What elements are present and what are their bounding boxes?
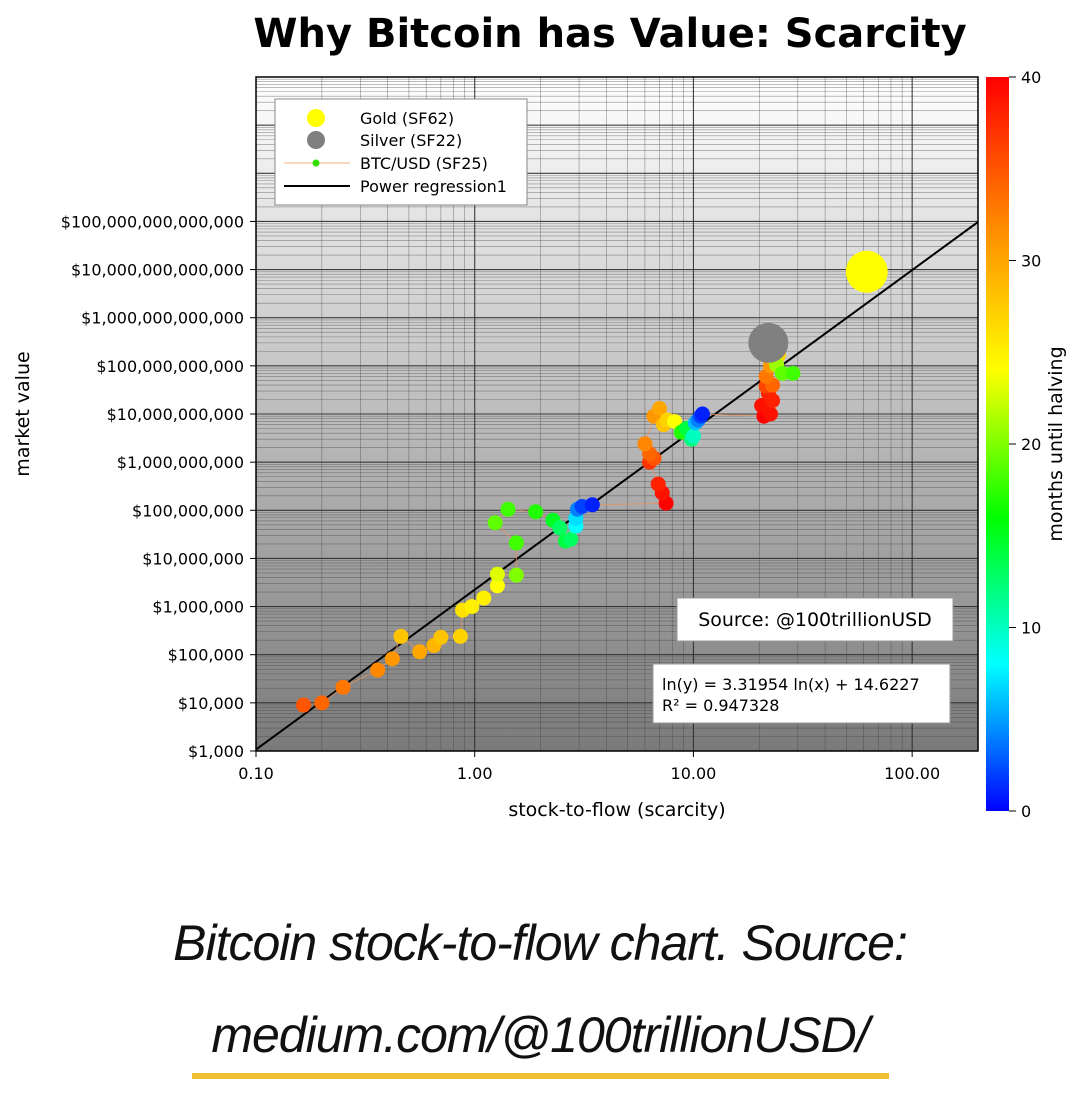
x-tick-label: 1.00 [457, 764, 493, 783]
gold-point [845, 250, 888, 293]
btc-data-point [652, 401, 668, 417]
y-tick-label: $100,000 [168, 646, 244, 665]
legend-gold-label: Gold (SF62) [360, 109, 454, 128]
y-axis-ticks: $1,000 $10,000 $100,000 $1,000,000 $10,000,0… [61, 212, 256, 761]
legend-silver-label: Silver (SF22) [360, 131, 462, 150]
btc-data-point [563, 531, 579, 547]
equation-text: ln(y) = 3.31954 ln(x) + 14.6227 [662, 675, 920, 694]
colorbar-tick-label: 20 [1021, 435, 1041, 454]
btc-data-point [528, 504, 544, 520]
btc-data-point [487, 515, 503, 531]
regression-line [256, 221, 978, 751]
btc-data-point [335, 679, 351, 695]
x-axis-ticks: 0.10 1.00 10.00 100.00 [238, 751, 940, 783]
r-squared-text: R² = 0.947328 [662, 696, 779, 715]
btc-data-point [785, 365, 801, 381]
btc-data-point [694, 406, 710, 422]
y-tick-label: $100,000,000,000 [96, 357, 244, 376]
regression-layer [256, 221, 978, 751]
btc-data-point [489, 566, 505, 582]
btc-data-point [489, 578, 505, 594]
colorbar-ticks: 0 10 20 30 40 [1009, 68, 1041, 821]
silver-point [748, 322, 789, 363]
btc-data-point [370, 662, 386, 678]
btc-data-point [508, 567, 524, 583]
colorbar-tick-label: 30 [1021, 252, 1041, 271]
colorbar-label: months until halving [1045, 346, 1067, 541]
colorbar-tick-label: 10 [1021, 619, 1041, 638]
btc-data-point [667, 413, 683, 429]
source-text: Source: @100trillionUSD [698, 609, 932, 631]
colorbar-tick-label: 40 [1021, 68, 1041, 87]
x-tick-label: 10.00 [671, 764, 717, 783]
y-tick-label: $10,000,000,000,000 [71, 261, 244, 280]
btc-data-point [508, 535, 524, 551]
btc-data-point [384, 651, 400, 667]
btc-data-point [412, 644, 428, 660]
source-annotation: Source: @100trillionUSD [676, 597, 954, 642]
equation-annotation: ln(y) = 3.31954 ln(x) + 14.6227 R² = 0.9… [652, 663, 951, 724]
legend-btc-marker [312, 159, 320, 167]
x-tick-label: 0.10 [238, 764, 274, 783]
y-tick-label: $100,000,000,000,000 [61, 212, 244, 231]
x-axis-label: stock-to-flow (scarcity) [508, 799, 725, 821]
btc-data-point [393, 628, 409, 644]
legend-btc-label: BTC/USD (SF25) [360, 154, 488, 173]
btc-data-point [685, 428, 701, 444]
legend-regression-label: Power regression1 [360, 177, 507, 196]
y-tick-label: $100,000,000 [132, 501, 244, 520]
chart-title: Why Bitcoin has Value: Scarcity [253, 11, 966, 57]
caption-line-2: medium.com/@100trillionUSD/ [211, 1007, 869, 1063]
y-tick-label: $10,000,000 [142, 549, 244, 568]
y-tick-label: $10,000 [178, 694, 244, 713]
btc-data-point [464, 599, 480, 615]
btc-data-point [500, 501, 516, 517]
legend-gold-marker [307, 109, 325, 127]
btc-data-point [296, 697, 312, 713]
y-tick-label: $1,000,000,000,000 [81, 309, 244, 328]
btc-data-point [774, 365, 790, 381]
legend-silver-marker [307, 131, 325, 149]
btc-data-point [650, 476, 666, 492]
caption-underline [192, 1073, 889, 1079]
colorbar-tick-label: 0 [1021, 802, 1031, 821]
y-tick-label: $10,000,000,000 [107, 405, 244, 424]
btc-data-point [552, 520, 568, 536]
btc-data-point [637, 436, 653, 452]
legend: Gold (SF62) Silver (SF22) BTC/USD (SF25)… [274, 98, 528, 206]
caption-line-1: Bitcoin stock-to-flow chart. Source: [173, 915, 908, 971]
btc-data-point [314, 695, 330, 711]
btc-data-point [476, 590, 492, 606]
btc-data-point [433, 629, 449, 645]
y-tick-label: $1,000,000 [152, 598, 244, 617]
stock-to-flow-chart: Why Bitcoin has Value: Scarcity $1,000$1… [12, 11, 1067, 821]
x-tick-label: 100.00 [884, 764, 940, 783]
y-tick-label: $1,000,000,000 [117, 453, 244, 472]
btc-data-point [584, 497, 600, 513]
y-tick-label: $1,000 [188, 742, 244, 761]
data-points [296, 250, 888, 713]
btc-data-point [452, 628, 468, 644]
colorbar-gradient [986, 77, 1009, 811]
colorbar: 0 10 20 30 40 months until halving [986, 68, 1067, 821]
y-axis-label: market value [12, 351, 34, 476]
